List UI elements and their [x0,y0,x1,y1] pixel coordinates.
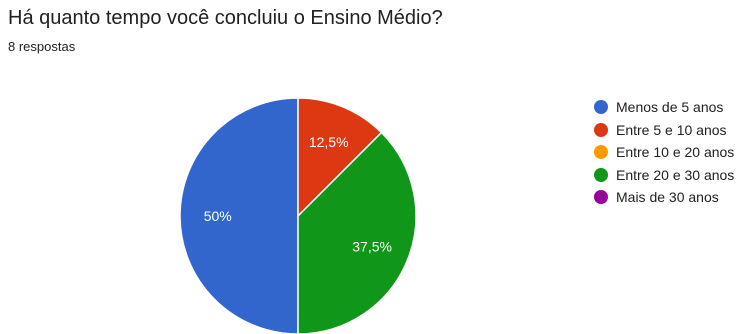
legend-item-menos-de-5-anos: Menos de 5 anos [594,96,734,119]
pie-slice-entre-5-e-10-anos [297,97,383,218]
legend-swatch-icon [594,145,608,160]
slice-label-menos-de-5-anos: 50% [204,208,232,224]
legend-item-mais-de-30-anos: Mais de 30 anos [594,186,734,209]
legend-swatch-icon [594,100,608,115]
slice-label-entre-5-e-10-anos: 12,5% [309,134,349,150]
legend-item-entre-5-e-10-anos: Entre 5 e 10 anos [594,119,734,142]
legend-label: Entre 10 e 20 anos [616,144,735,161]
legend: Menos de 5 anos Entre 5 e 10 anos Entre 10… [594,96,734,209]
slice-label-entre-20-e-30-anos: 37,5% [352,239,392,255]
legend-swatch-icon [594,190,608,205]
legend-label: Mais de 30 anos [616,189,719,206]
legend-label: Menos de 5 anos [616,99,724,116]
pie-slice-menos-de-5-anos [179,97,299,334]
legend-swatch-icon [594,122,608,137]
response-count: 8 respostas [8,39,76,54]
pie-slice-entre-20-e-30-anos [297,131,417,334]
legend-swatch-icon [594,167,608,182]
legend-item-entre-20-e-30-anos: Entre 20 e 30 anos [594,164,734,187]
legend-label: Entre 5 e 10 anos [616,121,727,138]
chart-title: Há quanto tempo você concluiu o Ensino M… [8,7,443,29]
legend-item-entre-10-e-20-anos: Entre 10 e 20 anos [594,141,734,164]
legend-label: Entre 20 e 30 anos [616,166,735,183]
